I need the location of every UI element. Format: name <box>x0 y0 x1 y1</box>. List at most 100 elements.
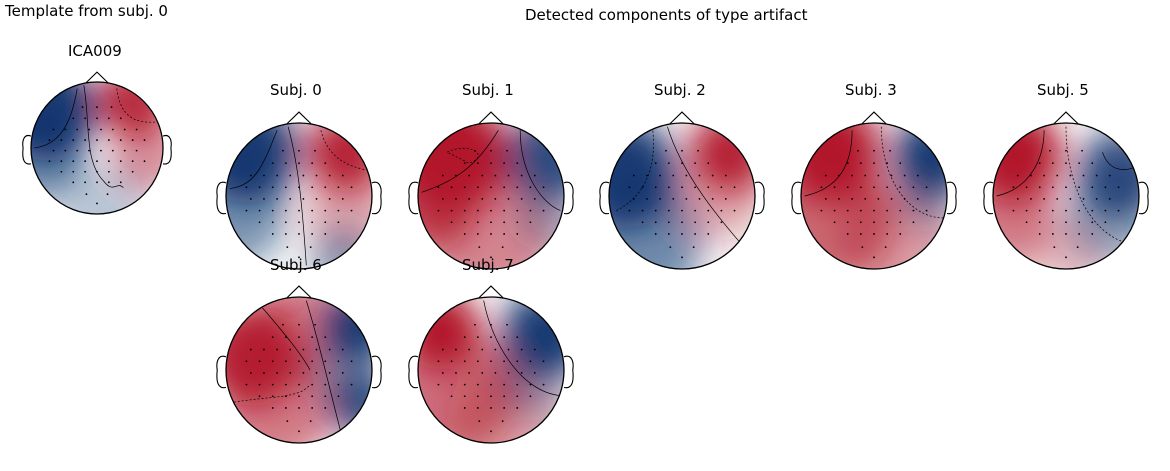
sensor-marker <box>311 233 314 235</box>
sensor-marker <box>328 174 331 177</box>
sensor-marker <box>298 233 300 235</box>
sensor-marker <box>846 186 849 189</box>
sensor-marker <box>309 420 312 422</box>
sensor-marker <box>1038 209 1041 212</box>
sensor-marker <box>284 360 287 363</box>
sensor-marker <box>298 162 300 165</box>
contour-line <box>83 85 124 188</box>
sensor-marker <box>1025 209 1028 212</box>
sensor-marker <box>516 233 519 235</box>
sensor-marker <box>861 246 864 249</box>
sensor-marker <box>455 174 457 177</box>
sensor-marker <box>520 174 523 177</box>
sensor-marker <box>476 336 479 339</box>
sensor-marker <box>324 233 327 235</box>
sensor-marker <box>341 198 344 200</box>
sensor-marker <box>529 209 532 212</box>
sensor-marker <box>271 162 274 165</box>
sensor-marker <box>96 202 98 205</box>
sensor-marker <box>711 198 714 200</box>
head-outline <box>992 122 1140 270</box>
sensor-marker <box>641 209 644 212</box>
sensor-marker <box>1069 174 1072 177</box>
sensor-marker <box>286 246 289 249</box>
sensor-marker <box>72 117 75 120</box>
sensor-marker <box>324 186 327 189</box>
sensor-marker <box>84 160 87 163</box>
sensor-marker <box>681 186 683 189</box>
contour-line <box>519 130 561 211</box>
sensor-marker <box>1091 186 1094 189</box>
sensor-marker <box>912 186 915 189</box>
field <box>609 123 755 269</box>
sensor-marker <box>311 186 314 189</box>
map-label-subj-0: Subj. 0 <box>270 81 322 99</box>
sensor-marker <box>463 395 466 398</box>
sensor-marker <box>1030 174 1032 177</box>
head-outline <box>417 122 565 270</box>
sensor-marker <box>1091 233 1094 235</box>
sensor-marker <box>490 407 492 409</box>
sensor-marker <box>1051 233 1054 235</box>
sensor-marker <box>724 198 727 200</box>
sensor-marker <box>494 372 497 374</box>
sensor-marker <box>276 174 278 177</box>
sensor-marker <box>481 372 484 374</box>
sensor-marker <box>107 117 110 120</box>
sensor-marker <box>533 174 536 177</box>
sensor-marker <box>873 209 875 212</box>
nose <box>669 111 695 125</box>
sensor-marker <box>628 186 631 189</box>
sensor-marker <box>501 420 504 422</box>
sensor-marker <box>672 174 675 177</box>
sensor-marker <box>720 209 723 212</box>
sensor-marker <box>659 198 661 200</box>
sensor-marker <box>820 209 823 212</box>
sensor-marker <box>890 198 893 200</box>
left-ear <box>408 355 419 389</box>
sensor-marker <box>284 383 287 386</box>
sensor-marker <box>476 221 479 224</box>
sensor-marker <box>672 198 675 200</box>
template-panel-title: Template from subj. 0 <box>5 2 168 20</box>
sensor-marker <box>476 395 479 398</box>
sensor-marker <box>1065 209 1067 212</box>
sensor-marker <box>52 149 55 152</box>
sensor-marker <box>450 186 453 189</box>
sensor-marker <box>1082 174 1085 177</box>
contour-line <box>880 126 944 219</box>
sensor-marker <box>311 395 314 398</box>
sensor-marker <box>119 170 122 173</box>
sensor-marker <box>476 360 479 363</box>
sensor-marker <box>1051 186 1054 189</box>
sensor-marker <box>877 198 880 200</box>
sensor-marker <box>350 383 353 386</box>
field <box>993 123 1139 269</box>
sensor-marker <box>1025 221 1028 224</box>
sensor-marker <box>315 198 318 200</box>
sensor-marker <box>1012 209 1015 212</box>
sensor-marker <box>681 256 683 259</box>
topomap-subj-6 <box>216 285 382 444</box>
contour-line <box>667 126 745 248</box>
sensor-marker <box>328 372 331 374</box>
detected-panel-title: Detected components of type artifact <box>525 6 808 24</box>
sensor-marker <box>111 128 114 131</box>
sensor-marker <box>463 162 466 165</box>
sensor-marker <box>298 383 300 386</box>
sensor-marker <box>64 128 67 131</box>
sensor-marker <box>111 149 114 152</box>
head-outline <box>225 122 373 270</box>
nose <box>478 111 504 125</box>
sensor-marker <box>468 198 470 200</box>
sensor-marker <box>289 174 292 177</box>
contour-line <box>320 130 369 171</box>
sensor-marker <box>641 186 644 189</box>
contour-line <box>483 300 561 396</box>
sensor-marker <box>135 128 138 131</box>
sensor-marker <box>886 221 889 224</box>
sensor-marker <box>263 348 265 351</box>
sensor-marker <box>833 186 836 189</box>
sensor-marker <box>707 233 710 235</box>
sensor-marker <box>694 186 697 189</box>
